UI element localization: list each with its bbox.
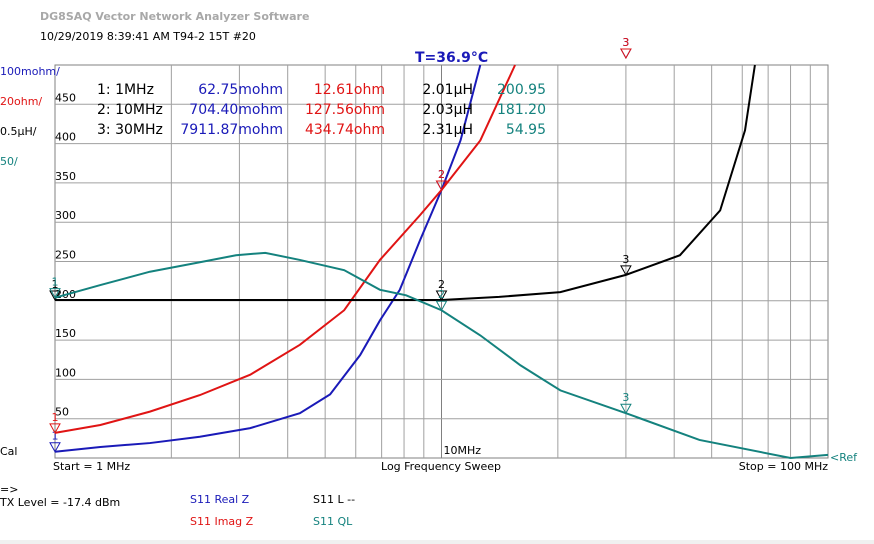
series-line [54, 251, 829, 460]
marker-label: 3 [622, 36, 629, 49]
marker [49, 288, 61, 299]
marker [435, 290, 448, 302]
scale-label: 50/ [0, 155, 18, 168]
arrow: => [0, 483, 18, 496]
legend-entry: S11 Real Z [190, 493, 250, 506]
marker-readout: 12.61ohm [314, 82, 385, 98]
series-line [54, 64, 482, 453]
tx-level: TX Level = -17.4 dBm [0, 496, 120, 509]
marker [620, 403, 632, 415]
marker-readout: 2.31µH [422, 122, 473, 138]
marker [435, 300, 448, 312]
marker-readout: 3: 30MHz [97, 122, 163, 138]
start: Start = 1 MHz [53, 460, 130, 473]
y-tick-label: 450 [55, 91, 76, 104]
marker-label: 1 [52, 278, 59, 291]
marker-label: 1 [52, 276, 59, 289]
marker [49, 290, 61, 302]
marker-readout: 2.03µH [422, 102, 473, 118]
app-title: DG8SAQ Vector Network Analyzer Software [40, 10, 309, 23]
legend-entry: S11 L -- [313, 493, 355, 506]
marker [620, 48, 632, 60]
marker-label: 2 [438, 278, 445, 291]
marker-label: 3 [622, 391, 629, 404]
y-tick-label: 150 [55, 327, 76, 340]
marker-readout: 54.95 [506, 122, 546, 138]
marker-readout: 62.75mohm [198, 82, 283, 98]
marker [49, 442, 61, 453]
marker [435, 180, 448, 192]
marker [49, 423, 61, 434]
marker-readout: 181.20 [497, 102, 546, 118]
y-tick-label: 250 [55, 249, 76, 262]
marker-label: 1 [52, 411, 59, 424]
marker-label: 2 [438, 168, 445, 181]
marker-label: 3 [622, 36, 629, 49]
marker-readout: 434.74ohm [305, 122, 385, 138]
sweep: Log Frequency Sweep [381, 460, 501, 473]
marker-readout: 127.56ohm [305, 102, 385, 118]
marker-label: 2 [438, 288, 445, 301]
ref: <Ref [830, 451, 858, 464]
legend-entry: S11 QL [313, 515, 353, 528]
marker-readout: 2.01µH [422, 82, 473, 98]
marker-readout: 1: 1MHz [97, 82, 154, 98]
series-line [54, 64, 516, 434]
y-tick-label: 50 [55, 406, 69, 419]
y-tick-label: 100 [55, 366, 76, 379]
y-tick-label: 350 [55, 170, 76, 183]
marker-readout: 200.95 [497, 82, 546, 98]
marker-label: 2 [438, 168, 445, 181]
marker-readout: 704.40mohm [189, 102, 283, 118]
marker-label: 1 [52, 430, 59, 443]
scale-label: 20ohm/ [0, 95, 42, 108]
y-tick-label: 300 [55, 209, 76, 222]
stop: Stop = 100 MHz [739, 460, 828, 473]
marker-readout: 7911.87mohm [180, 122, 283, 138]
x-tick-label: 10MHz [444, 444, 482, 457]
y-tick-label: 400 [55, 131, 76, 144]
scale-label: 0.5µH/ [0, 125, 37, 138]
marker-readout: 2: 10MHz [97, 102, 163, 118]
legend-entry: S11 Imag Z [190, 515, 254, 528]
info: 10/29/2019 8:39:41 AM T94-2 15T #20 [40, 30, 256, 43]
cal: Cal [0, 445, 17, 458]
scale-label: 100mohm/ [0, 65, 60, 78]
marker [620, 265, 632, 276]
temperature: T=36.9°C [415, 50, 488, 66]
marker-label: 3 [622, 253, 629, 266]
